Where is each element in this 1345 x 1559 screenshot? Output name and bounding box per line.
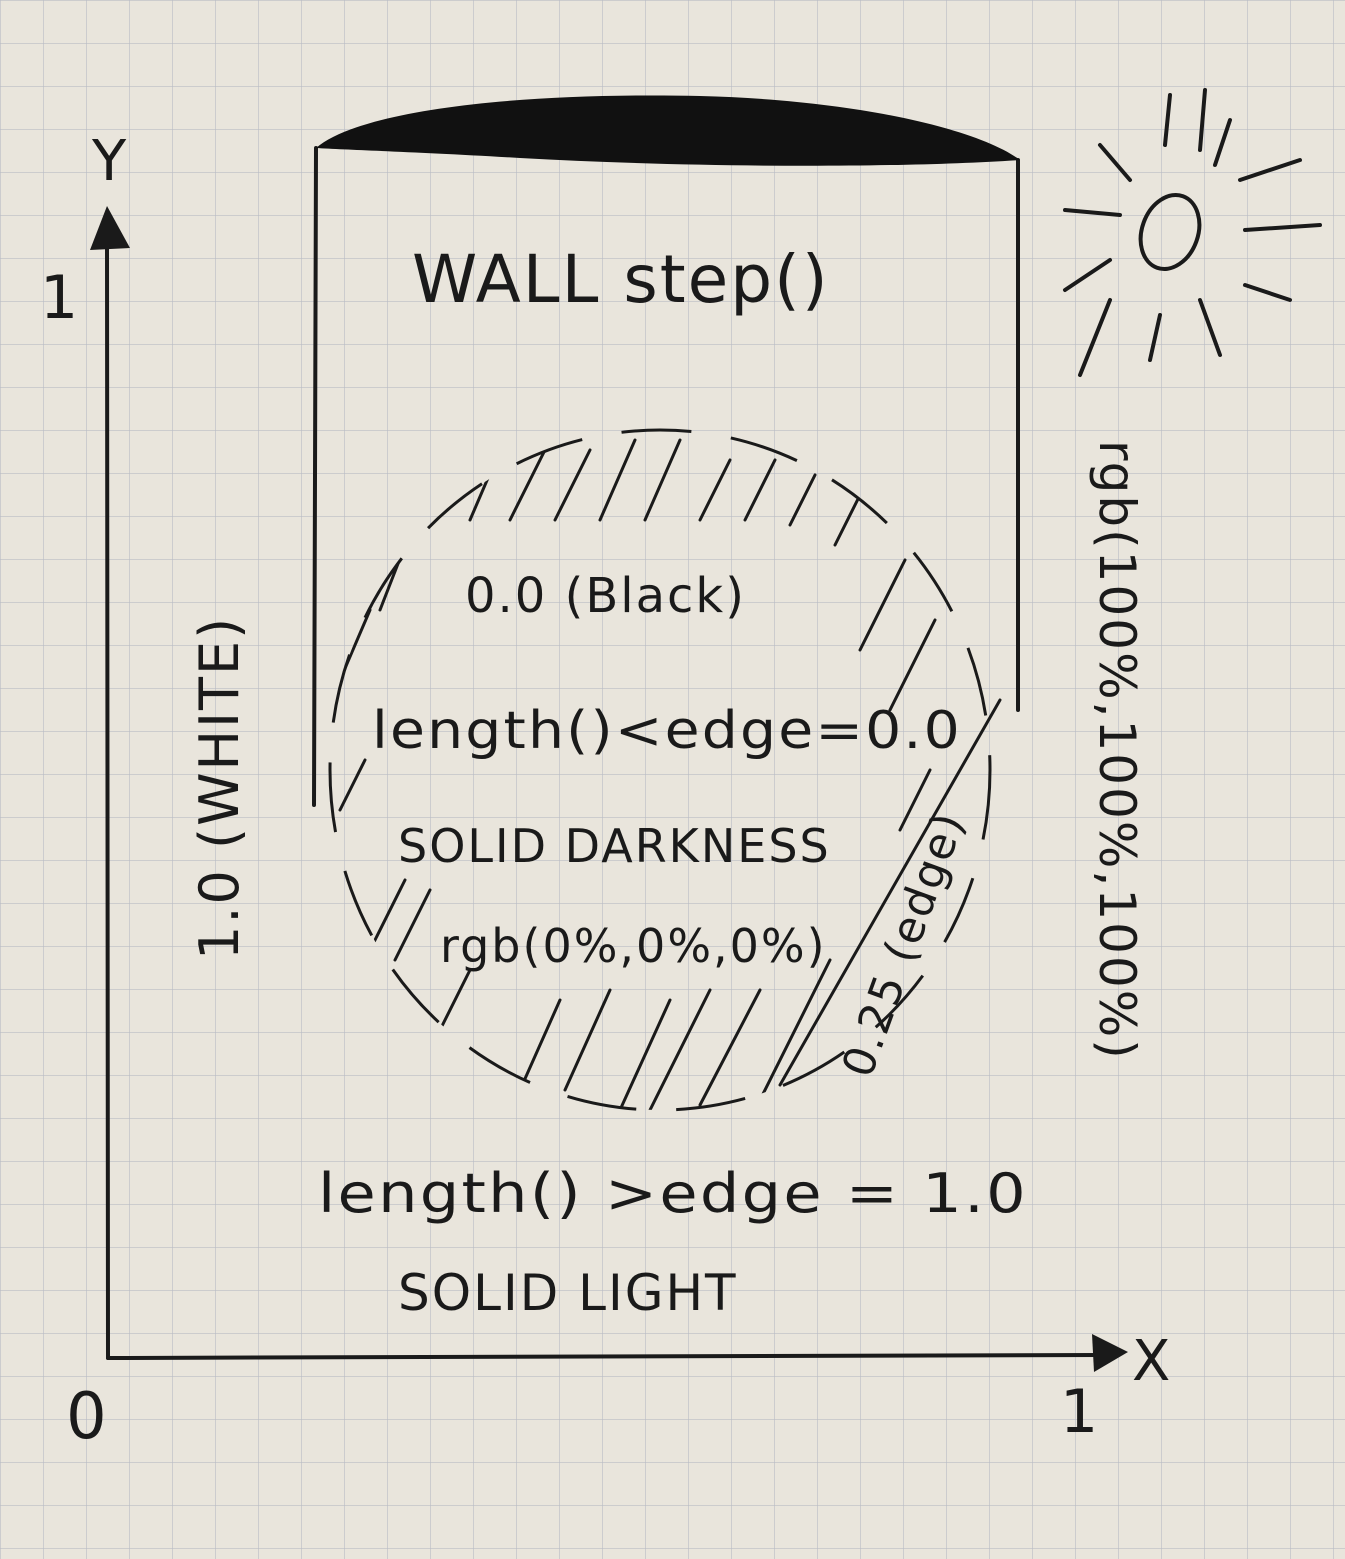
x-axis-arrowhead <box>1092 1334 1128 1372</box>
sun-icon <box>1063 88 1322 377</box>
inside-description-label: SOLID DARKNESS <box>398 819 831 873</box>
right-rgb-note: rgb(100%,100%,100%) <box>1088 440 1146 1061</box>
dark-circle <box>328 428 1002 1112</box>
x-max-tick-label: 1 <box>1060 1377 1100 1447</box>
center-value-label: 0.0 (Black) <box>465 568 746 624</box>
edge-radius-line <box>778 698 1002 1087</box>
wall-outline <box>312 146 1020 807</box>
x-axis <box>106 1353 1102 1360</box>
wall-title: WALL step() <box>412 241 830 318</box>
outside-condition-label: length() >edge = 1.0 <box>318 1162 1028 1225</box>
y-axis <box>105 238 110 1360</box>
x-axis-label: X <box>1132 1329 1172 1394</box>
inside-condition-label: length()<edge=0.0 <box>372 701 962 761</box>
y-axis-label: Y <box>91 129 128 194</box>
circle-outline <box>328 428 992 1112</box>
wall-top-fill <box>316 95 1020 166</box>
y-axis-arrowhead <box>90 206 130 250</box>
origin-label: 0 <box>66 1380 109 1454</box>
y-max-tick-label: 1 <box>40 263 80 333</box>
circle-hatching <box>338 438 937 1110</box>
left-white-note: 1.0 (WHITE) <box>188 616 251 960</box>
inside-color-label: rgb(0%,0%,0%) <box>440 919 827 973</box>
outside-description-label: SOLID LIGHT <box>398 1264 738 1322</box>
